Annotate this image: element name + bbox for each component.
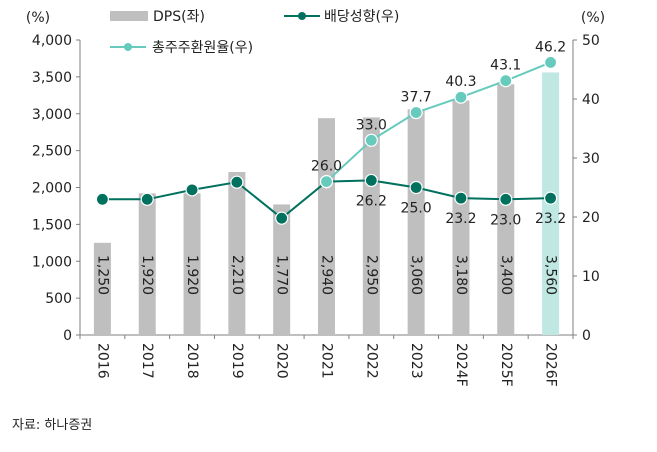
legend-payout-label: 배당성향(우) [324,9,399,25]
left-tick-label: 4,000 [32,33,72,49]
left-tick-label: 0 [63,328,72,344]
dps-bar [228,172,246,335]
legend-payout-marker [298,12,306,20]
legend-dps-label: DPS(좌) [153,9,205,25]
legend-total-return-label: 총주주환원율(우) [152,40,253,56]
total-return-label: 33.0 [356,117,387,133]
dps-bar [138,193,156,335]
total-return-point [543,55,558,70]
x-tick-label: 2019 [229,343,245,379]
payout-label: 23.2 [445,211,476,227]
payout-point [275,211,289,225]
payout-point [409,180,423,195]
x-tick-label: 2025F [498,343,514,387]
payout-point [140,192,154,206]
x-tick-label: 2017 [139,343,155,379]
x-tick-label: 2024F [453,343,469,387]
x-tick-label: 2020 [274,343,290,379]
right-tick-label: 0 [582,328,591,344]
dps-label: 2,210 [229,255,245,295]
dps-label: 1,920 [139,255,155,295]
dps-label: 1,920 [184,255,200,295]
x-tick-label: 2016 [94,343,110,379]
payout-point [95,192,110,206]
dps-label: 1,770 [274,255,290,295]
right-tick-label: 50 [582,33,600,49]
total-return-point [409,105,423,120]
total-return-label: 37.7 [401,90,432,106]
payout-label: 23.0 [490,212,521,228]
payout-point [230,175,244,189]
left-axis-unit: (%) [26,10,50,26]
x-tick-label: 2022 [363,343,379,379]
payout-point [543,191,558,205]
left-tick-label: 1,500 [32,217,72,233]
x-tick-label: 2021 [319,343,335,379]
dps-bar [452,100,470,335]
right-tick-label: 40 [582,92,600,108]
dps-label: 3,400 [498,255,514,295]
right-tick-label: 10 [582,269,600,285]
dps-bar [318,118,335,335]
dps-label: 3,560 [543,255,559,295]
x-tick-label: 2018 [184,343,200,379]
dps-label: 2,950 [363,255,379,295]
legend-total-return-marker [124,43,132,51]
payout-label: 25.0 [401,201,432,217]
total-return-point [454,90,468,104]
total-return-label: 26.0 [311,159,342,175]
dps-label: 3,180 [453,255,469,295]
dps-bar [497,84,515,335]
left-tick-label: 2,000 [32,181,72,197]
total-return-point [319,175,334,189]
dps-bar [183,193,201,335]
dps-bar [93,242,111,335]
dps-bar [407,109,425,335]
payout-point [454,191,468,205]
total-return-label: 40.3 [445,74,476,90]
payout-point [185,183,199,197]
total-return-point [499,74,513,88]
payout-label: 26.2 [356,193,387,209]
left-tick-label: 3,500 [32,70,72,86]
total-return-label: 43.1 [490,58,521,74]
total-return-label: 46.2 [535,39,566,55]
left-tick-label: 1,000 [32,254,72,270]
payout-label: 23.2 [535,211,566,227]
payout-point [499,192,513,206]
dps-bar [362,117,380,335]
left-tick-label: 3,000 [32,107,72,123]
payout-point [364,173,378,188]
source-note: 자료: 하나증권 [12,418,93,433]
legend-dps-swatch [110,11,148,21]
left-tick-label: 500 [45,291,72,307]
right-tick-label: 30 [582,151,600,167]
x-tick-label: 2023 [408,343,424,379]
dps-bar [273,204,291,335]
total-return-line [325,61,551,183]
left-tick-label: 2,500 [32,144,72,160]
dps-label: 2,940 [319,255,335,295]
x-tick-label: 2026F [543,343,559,387]
right-tick-label: 20 [582,210,600,226]
total-return-point [364,133,378,147]
right-axis-unit: (%) [581,10,605,26]
dps-label: 3,060 [408,255,424,295]
dps-label: 1,250 [94,255,110,295]
